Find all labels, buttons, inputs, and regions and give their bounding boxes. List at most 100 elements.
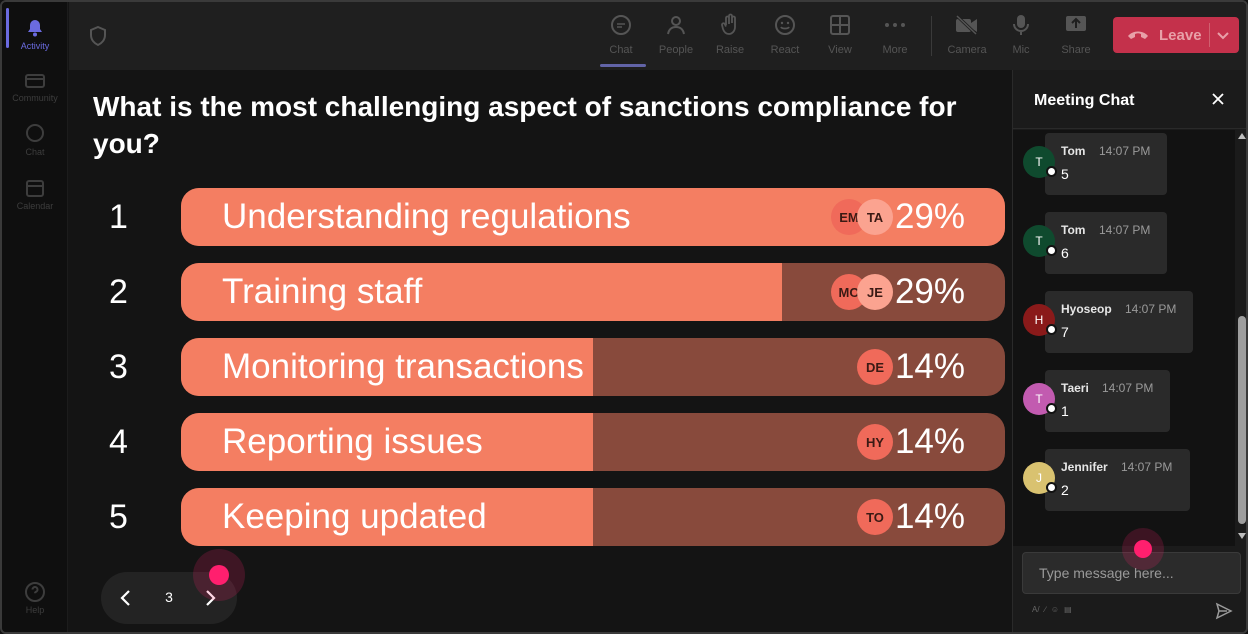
toolbar-camera-label: Camera (947, 44, 987, 56)
rail-item-community[interactable]: Community (2, 60, 68, 112)
bell-icon (24, 18, 46, 38)
attach-icon[interactable]: ∕ (1044, 605, 1046, 614)
option-number: 3 (109, 348, 128, 386)
message-timestamp: 14:07 PM (1102, 381, 1154, 395)
option-percent: 29% (894, 197, 965, 236)
message-text: 1 (1061, 403, 1069, 419)
app-rail: Activity Community Chat Calendar Help (2, 2, 68, 632)
toolbar-raise-label: Raise (715, 44, 745, 56)
chevron-down-icon[interactable] (1215, 27, 1231, 48)
toolbar-react-label: React (770, 44, 800, 56)
message-timestamp: 14:07 PM (1099, 223, 1151, 237)
presence-indicator (1046, 166, 1057, 177)
poll-question: What is the most challenging aspect of s… (93, 91, 957, 159)
option-percent: 29% (894, 272, 965, 311)
toolbar-people-button[interactable]: People (652, 12, 700, 62)
leave-separator (1209, 23, 1210, 47)
toolbar-chat-button[interactable]: Chat (597, 12, 645, 62)
leave-label: Leave (1159, 26, 1202, 44)
toolbar-react-button[interactable]: React (761, 12, 809, 62)
presence-indicator (1046, 324, 1057, 335)
chat-message-input[interactable]: Type message here... (1022, 552, 1241, 594)
sender-name: Taeri (1061, 381, 1089, 395)
option-label: Reporting issues (222, 422, 483, 461)
option-number: 1 (109, 198, 128, 236)
meeting-chat-panel: Meeting Chat Tom 14:07 PM 5 T Tom 14:07 PM 6 T H… (1012, 70, 1246, 632)
option-percent: 14% (894, 347, 965, 386)
message-timestamp: 14:07 PM (1121, 460, 1173, 474)
gif-icon[interactable]: ▤ (1064, 605, 1072, 614)
rail-item-calendar[interactable]: Calendar (2, 168, 68, 220)
option-bar: Keeping updated TO 14% (181, 488, 1005, 546)
voter-avatar: DE (857, 349, 893, 385)
meeting-toolbar: Chat People Raise React View More Camera (69, 2, 1246, 70)
message-bubble: Tom 14:07 PM 5 (1045, 133, 1167, 195)
message-bubble: Hyoseop 14:07 PM 7 (1045, 291, 1193, 353)
message-text: 5 (1061, 166, 1069, 182)
toolbar-share-label: Share (1061, 44, 1091, 56)
message-text: 7 (1061, 324, 1069, 340)
toolbar-raise-button[interactable]: Raise (706, 12, 754, 62)
toolbar-people-label: People (658, 44, 694, 56)
voter-avatar: HY (857, 424, 893, 460)
message-bubble: Taeri 14:07 PM 1 (1045, 370, 1170, 432)
poll-option-row: 3 Monitoring transactions DE 14% (69, 338, 1011, 396)
rail-label-community: Community (12, 92, 58, 103)
message-bubble: Jennifer 14:07 PM 2 (1045, 449, 1190, 511)
toolbar-mic-button[interactable]: Mic (997, 12, 1045, 62)
option-percent: 14% (894, 422, 965, 461)
toolbar-active-underline (600, 64, 646, 67)
rail-item-chat[interactable]: Chat (2, 114, 68, 166)
chat-icon (609, 12, 633, 38)
scroll-down-arrow[interactable] (1238, 533, 1246, 539)
smile-icon (773, 12, 797, 38)
sender-name: Tom (1061, 223, 1086, 237)
leave-button[interactable]: Leave (1113, 17, 1239, 53)
mic-icon (1011, 12, 1031, 38)
option-number: 5 (109, 498, 128, 536)
scroll-thumb[interactable] (1238, 316, 1246, 524)
emoji-icon[interactable]: ☺ (1050, 605, 1060, 614)
message-text: 6 (1061, 245, 1069, 261)
option-bar: Monitoring transactions DE 14% (181, 338, 1005, 396)
format-icon[interactable]: A/ (1032, 605, 1040, 614)
shield-icon[interactable] (89, 25, 107, 51)
rail-label-calendar: Calendar (16, 200, 54, 211)
send-icon[interactable] (1215, 602, 1233, 625)
click-indicator (209, 565, 229, 585)
option-label: Understanding regulations (222, 197, 631, 236)
toolbar-camera-button[interactable]: Camera (943, 12, 991, 62)
scroll-up-arrow[interactable] (1238, 133, 1246, 139)
toolbar-more-button[interactable]: More (871, 12, 919, 62)
sender-name: Hyoseop (1061, 302, 1112, 316)
camera-off-icon (954, 12, 980, 38)
toolbar-more-label: More (882, 44, 908, 56)
toolbar-view-button[interactable]: View (816, 12, 864, 62)
option-number: 2 (109, 273, 128, 311)
option-bar-fill (181, 263, 782, 321)
page-number: 3 (165, 589, 173, 605)
rail-item-activity[interactable]: Activity (2, 8, 68, 60)
close-icon[interactable] (1211, 92, 1225, 111)
presence-indicator (1046, 245, 1057, 256)
sender-name: Tom (1061, 144, 1086, 158)
click-indicator (1134, 540, 1152, 558)
option-bar-fill (181, 338, 593, 396)
chevron-right-icon[interactable] (203, 588, 217, 613)
poll-option-row: 1 Understanding regulations EM TA 29% (69, 188, 1011, 246)
poll-option-row: 4 Reporting issues HY 14% (69, 413, 1011, 471)
presence-indicator (1046, 482, 1057, 493)
chevron-left-icon[interactable] (119, 588, 133, 613)
toolbar-mic-label: Mic (1012, 44, 1030, 56)
calendar-icon (24, 178, 46, 198)
rail-item-help[interactable]: Help (2, 572, 68, 624)
format-toolbar: A/ ∕ ☺ ▤ (1032, 605, 1072, 614)
active-indicator (6, 8, 9, 48)
toolbar-share-button[interactable]: Share (1052, 12, 1100, 62)
option-percent: 14% (894, 497, 965, 536)
message-text: 2 (1061, 482, 1069, 498)
rail-label-help: Help (25, 604, 45, 615)
help-icon (24, 581, 46, 602)
chat-scrollbar[interactable] (1235, 130, 1246, 546)
